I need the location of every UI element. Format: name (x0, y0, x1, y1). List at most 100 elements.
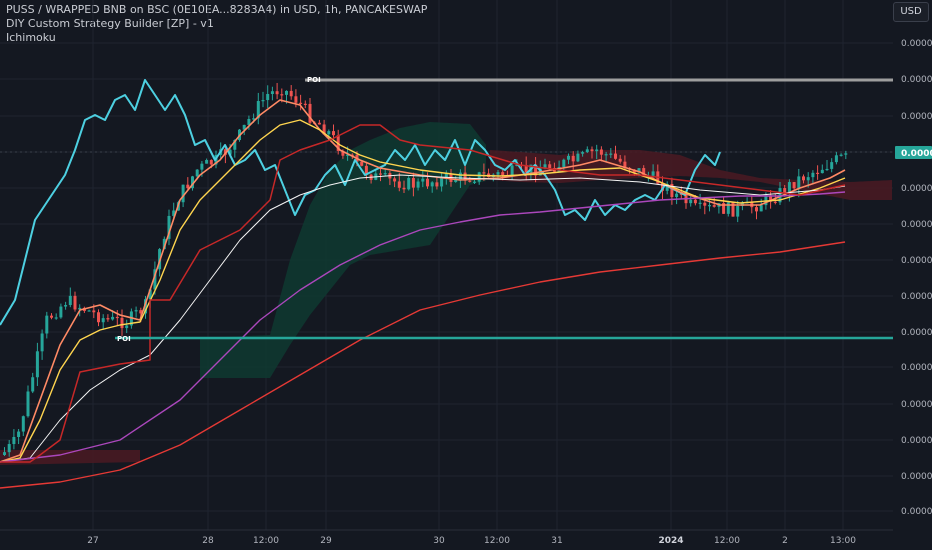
candle-21 (101, 318, 105, 323)
time-tick-0: 27 (87, 536, 98, 546)
candle-80 (379, 173, 382, 175)
candle-106 (501, 172, 505, 175)
candle-1 (7, 444, 11, 453)
candle-57 (270, 91, 274, 94)
time-tick-6: 31 (551, 536, 562, 546)
candle-59 (280, 94, 284, 96)
chart-title: PUSS / WRAPPED BNB on BSC (0E10EA...8283… (6, 3, 428, 16)
candle-55 (261, 100, 265, 102)
candle-146 (689, 199, 693, 204)
candle-149 (703, 202, 707, 206)
candle-174 (820, 169, 824, 174)
last-price-label: 0.000000 (901, 149, 932, 159)
candle-44 (209, 160, 213, 165)
candle-148 (698, 202, 702, 204)
candle-10 (50, 315, 53, 318)
candle-52 (247, 118, 251, 125)
candle-163 (769, 195, 773, 202)
candle-120 (567, 155, 570, 160)
candle-150 (708, 205, 711, 207)
candle-58 (275, 91, 279, 95)
candle-121 (571, 155, 575, 162)
candle-51 (242, 124, 246, 130)
candle-136 (642, 168, 646, 177)
candle-138 (651, 171, 655, 176)
candle-108 (510, 165, 514, 176)
candle-41 (195, 169, 199, 177)
candle-60 (285, 90, 288, 95)
candle-29 (139, 310, 143, 314)
candle-94 (444, 173, 448, 178)
candle-128 (604, 154, 608, 156)
candle-38 (181, 184, 185, 203)
ema-200-line (0, 191, 846, 463)
last-price-badge (895, 146, 932, 159)
price-tick-5: 0.000000 (901, 220, 932, 230)
candle-70 (332, 131, 335, 136)
time-tick-8: 12:00 (714, 536, 740, 546)
candle-26 (125, 325, 129, 329)
candle-91 (430, 182, 434, 187)
candle-30 (144, 299, 147, 314)
candle-123 (581, 152, 585, 154)
indicator-label-ichimoku[interactable]: Ichimoku (6, 31, 56, 44)
time-tick-7: 2024 (658, 536, 683, 546)
candle-97 (458, 172, 462, 180)
candle-170 (802, 176, 805, 181)
price-axis-bg[interactable] (893, 22, 932, 530)
candle-2 (12, 436, 16, 445)
candle-7 (35, 351, 39, 378)
candle-173 (816, 172, 820, 175)
candle-92 (435, 182, 439, 187)
price-tick-0: 0.000000 (901, 39, 932, 49)
time-axis[interactable]: 27 28 12:00 29 30 12:00 31 2024 12:00 2 13:00 (0, 529, 893, 546)
candle-3 (17, 431, 21, 437)
candle-87 (411, 177, 415, 188)
currency-button[interactable]: USD (893, 2, 929, 22)
candle-64 (303, 103, 307, 105)
candle-143 (675, 193, 679, 198)
candle-172 (811, 172, 815, 178)
candle-96 (454, 179, 458, 182)
candle-19 (92, 310, 96, 313)
candle-99 (468, 180, 472, 182)
candle-68 (322, 124, 326, 135)
candle-39 (186, 184, 190, 189)
candle-74 (350, 154, 354, 156)
candle-147 (693, 199, 697, 204)
poi-levels: POI POI (115, 76, 893, 343)
candle-151 (712, 205, 716, 207)
candle-122 (576, 153, 580, 162)
indicator-label-strategy[interactable]: DIY Custom Strategy Builder [ZP] - v1 (6, 17, 214, 30)
price-axis[interactable]: 0.000000 0.000000 0.000000 0.000000 0.000000… (895, 39, 932, 517)
candle-65 (308, 103, 312, 123)
kumo-bear-early (0, 450, 140, 465)
candle-42 (200, 163, 204, 170)
candle-100 (473, 181, 476, 183)
time-tick-2: 12:00 (253, 536, 279, 546)
candle-62 (294, 96, 298, 103)
candle-167 (787, 182, 791, 194)
candle-124 (585, 149, 589, 153)
candle-6 (31, 377, 35, 392)
candle-48 (228, 149, 232, 155)
time-tick-9: 2 (782, 536, 788, 546)
candle-22 (106, 318, 110, 320)
candle-98 (463, 172, 467, 181)
time-tick-4: 30 (433, 536, 445, 546)
candle-153 (722, 203, 726, 214)
candle-155 (731, 202, 735, 217)
ema-400-line (0, 241, 846, 489)
candle-113 (534, 164, 538, 176)
price-tick-6: 0.000000 (901, 256, 932, 266)
candle-130 (614, 153, 617, 159)
time-tick-3: 29 (320, 536, 332, 546)
candle-89 (421, 178, 425, 182)
candle-53 (252, 118, 256, 120)
candle-86 (407, 177, 411, 190)
candle-142 (670, 184, 674, 198)
candle-126 (595, 149, 599, 152)
candle-23 (111, 316, 115, 320)
time-tick-5: 12:00 (484, 536, 510, 546)
